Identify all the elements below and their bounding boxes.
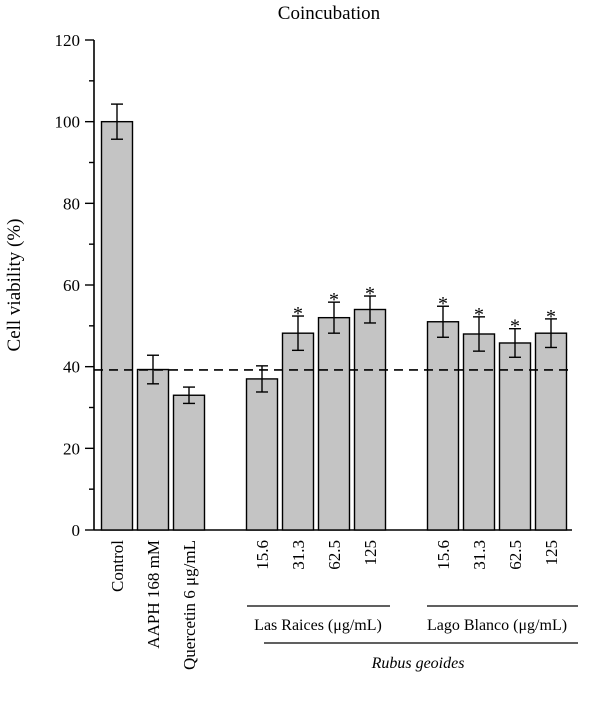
error-bar xyxy=(437,305,449,338)
error-bar xyxy=(292,315,304,352)
significance-star: * xyxy=(365,283,375,305)
category-label: 62.5 xyxy=(325,540,344,570)
y-tick-label: 40 xyxy=(63,358,80,377)
bar xyxy=(281,332,315,531)
category-label: 31.3 xyxy=(470,540,489,570)
error-bars xyxy=(111,103,557,405)
bar xyxy=(136,368,170,531)
bar xyxy=(353,308,387,531)
category-label: 15.6 xyxy=(253,540,272,570)
significance-star: * xyxy=(474,304,484,326)
y-tick-label: 60 xyxy=(63,276,80,295)
category-label: 31.3 xyxy=(289,540,308,570)
y-axis-ticks: 0 20 40 60 80 100 120 xyxy=(55,31,94,540)
category-label: AAPH 168 mM xyxy=(144,540,163,649)
error-bar xyxy=(328,301,340,334)
significance-star: * xyxy=(438,293,448,315)
significance-star: * xyxy=(546,306,556,328)
error-bar xyxy=(111,103,123,140)
error-bar xyxy=(545,318,557,349)
category-label: Quercetin 6 μg/mL xyxy=(180,540,199,670)
significance-markers: * * * * * * * xyxy=(293,283,556,338)
significance-star: * xyxy=(293,303,303,325)
group-label-lago-blanco: Lago Blanco (μg/mL) xyxy=(427,617,567,634)
category-label: 125 xyxy=(361,540,380,566)
error-bar xyxy=(509,327,521,358)
error-bar xyxy=(147,354,159,385)
bar xyxy=(534,332,568,531)
bar xyxy=(100,120,134,531)
bar xyxy=(172,394,206,531)
significance-star: * xyxy=(510,316,520,338)
error-bar xyxy=(364,295,376,324)
bar xyxy=(462,333,496,531)
significance-star: * xyxy=(329,289,339,311)
bar xyxy=(426,321,460,531)
chart-title: Coincubation xyxy=(278,3,381,24)
error-bar xyxy=(473,316,485,352)
y-tick-label: 20 xyxy=(63,439,80,458)
category-label: 62.5 xyxy=(506,540,525,570)
group-label-las-raices: Las Raices (μg/mL) xyxy=(254,617,382,634)
category-labels: Control AAPH 168 mM Quercetin 6 μg/mL 15.6 3… xyxy=(108,540,561,670)
y-tick-label: 0 xyxy=(72,521,81,540)
category-label: 15.6 xyxy=(434,540,453,570)
bar xyxy=(245,378,279,531)
bar xyxy=(317,316,351,531)
bar xyxy=(498,342,532,531)
bars xyxy=(100,120,568,531)
y-tick-label: 100 xyxy=(55,113,81,132)
y-tick-label: 120 xyxy=(55,31,81,50)
y-axis-label: Cell viability (%) xyxy=(4,219,25,352)
error-bar xyxy=(183,386,195,405)
species-label: Rubus geoides xyxy=(371,655,465,672)
y-tick-label: 80 xyxy=(63,194,80,213)
category-label: Control xyxy=(108,540,127,592)
category-label: 125 xyxy=(542,540,561,566)
